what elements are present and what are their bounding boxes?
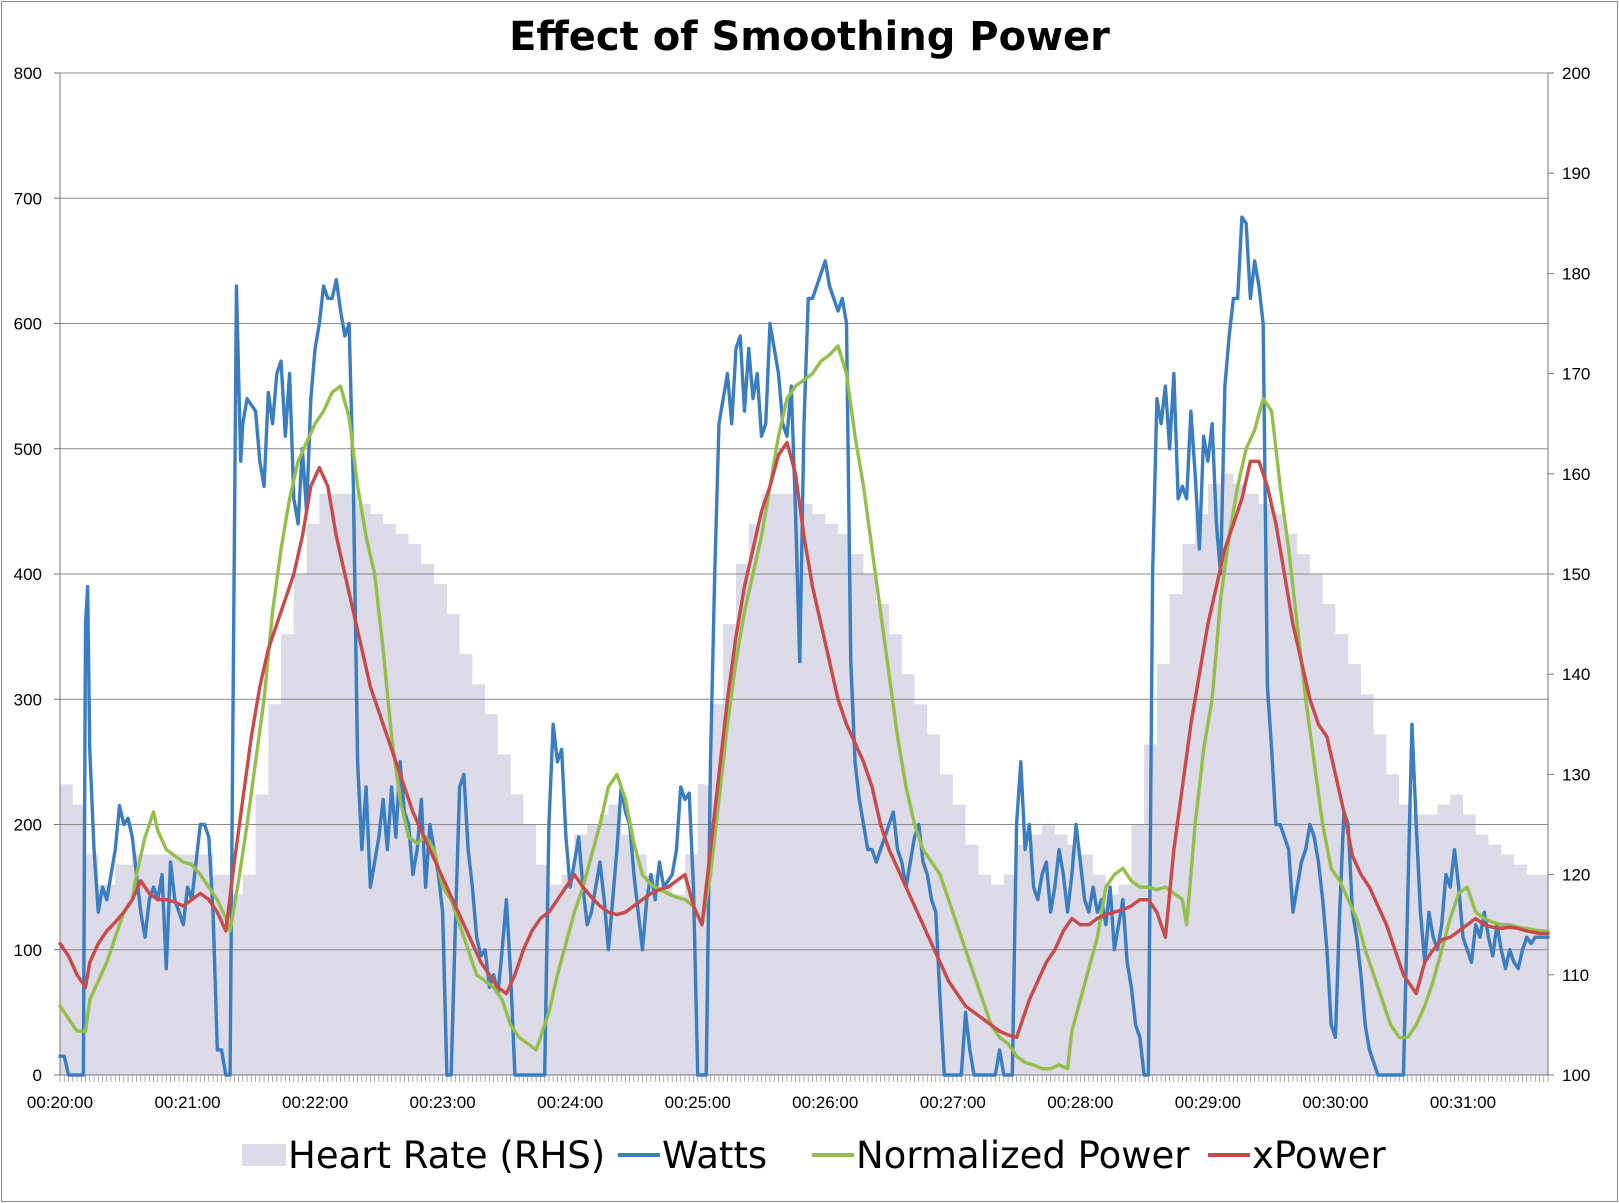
legend-item-normalized-power: Normalized Power xyxy=(812,1130,1189,1180)
y2-tick-label: 140 xyxy=(1562,665,1590,684)
x-tick-label: 00:20:00 xyxy=(27,1093,93,1112)
series-line-watts xyxy=(58,215,1550,1077)
y2-tick-label: 200 xyxy=(1562,64,1590,83)
x-tick-label: 00:21:00 xyxy=(154,1093,220,1112)
x-minor-ticks xyxy=(59,1075,1549,1082)
y-tick-label: 100 xyxy=(14,941,42,960)
y-tick-label: 600 xyxy=(14,315,42,334)
y2-tick-label: 170 xyxy=(1562,365,1590,384)
y-tick-label: 800 xyxy=(14,64,42,83)
series-line-xpower xyxy=(58,440,1550,1040)
x-tick-label: 00:23:00 xyxy=(410,1093,476,1112)
y-tick-label: 400 xyxy=(14,565,42,584)
x-tick-label: 00:28:00 xyxy=(1047,1093,1113,1112)
x-tick-label: 00:22:00 xyxy=(282,1093,348,1112)
series-area-heart-rate xyxy=(60,473,1548,1075)
x-tick-label: 00:30:00 xyxy=(1302,1093,1368,1112)
x-tick-label: 00:31:00 xyxy=(1430,1093,1496,1112)
y-tick-label: 500 xyxy=(14,440,42,459)
y2-tick-label: 190 xyxy=(1562,164,1590,183)
y-tick-label: 0 xyxy=(33,1066,42,1085)
x-tick-label: 00:26:00 xyxy=(792,1093,858,1112)
y2-tick-label: 120 xyxy=(1562,866,1590,885)
y2-tick-label: 110 xyxy=(1562,966,1589,985)
legend-swatch-heart-rate xyxy=(242,1144,286,1166)
y2-tick-label: 150 xyxy=(1562,565,1590,584)
legend-item-xpower: xPower xyxy=(1208,1130,1386,1180)
y-tick-label: 300 xyxy=(14,690,42,709)
legend-item-watts: Watts xyxy=(618,1130,767,1180)
chart-legend: Heart Rate (RHS) Watts Normalized Power … xyxy=(0,1130,1619,1180)
y2-tick-label: 100 xyxy=(1562,1066,1590,1085)
series-line-normalized-power xyxy=(58,344,1550,1071)
legend-item-heart-rate: Heart Rate (RHS) xyxy=(242,1130,605,1180)
legend-label-xpower: xPower xyxy=(1252,1133,1386,1177)
y-tick-label: 200 xyxy=(14,816,42,835)
legend-swatch-xpower xyxy=(1208,1153,1250,1157)
x-tick-label: 00:27:00 xyxy=(920,1093,986,1112)
legend-label-watts: Watts xyxy=(662,1133,768,1177)
x-tick-label: 00:29:00 xyxy=(1175,1093,1241,1112)
y-tick-label: 700 xyxy=(14,189,42,208)
y2-tick-label: 180 xyxy=(1562,264,1590,283)
legend-label-heart-rate: Heart Rate (RHS) xyxy=(288,1133,606,1177)
x-tick-label: 00:24:00 xyxy=(537,1093,603,1112)
y2-tick-label: 130 xyxy=(1562,765,1590,784)
legend-swatch-normalized-power xyxy=(812,1153,854,1157)
legend-swatch-watts xyxy=(618,1153,660,1157)
chart-title: Effect of Smoothing Power xyxy=(509,14,1110,60)
y2-tick-label: 160 xyxy=(1562,465,1590,484)
legend-label-normalized-power: Normalized Power xyxy=(856,1133,1190,1177)
x-tick-label: 00:25:00 xyxy=(665,1093,731,1112)
